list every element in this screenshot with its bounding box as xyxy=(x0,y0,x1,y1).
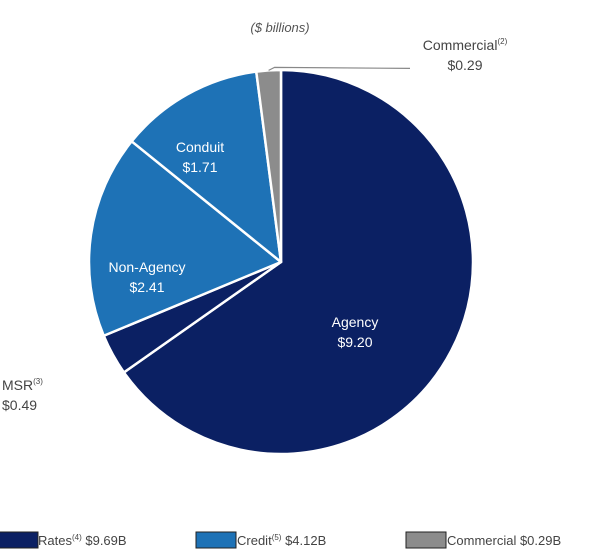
legend-swatch-credit xyxy=(195,531,237,549)
legend-label-rates: Rates(4) $9.69B xyxy=(38,533,127,548)
slice-value-commercial: $0.29 xyxy=(447,57,482,73)
leader-lines xyxy=(268,66,411,71)
slice-value-conduit: $1.71 xyxy=(182,159,217,175)
slice-value-agency: $9.20 xyxy=(337,334,372,350)
slice-conduit xyxy=(130,70,283,264)
slice-labels: Agency $9.20 MSR(3) $0.49 Non-Agency $2.41 Con… xyxy=(2,37,508,413)
legend: Rates(4) $9.69B Credit(5) $4.12B Commercia… xyxy=(0,531,561,549)
legend-label-commercial: Commercial $0.29B xyxy=(447,533,561,548)
chart-subtitle: ($ billions) xyxy=(250,20,309,35)
slice-value-msr: $0.49 xyxy=(2,397,37,413)
slice-label-msr: MSR(3) xyxy=(2,377,43,393)
slice-label-agency: Agency xyxy=(332,314,379,330)
leader-line-commercial xyxy=(268,66,411,71)
legend-swatch-commercial xyxy=(405,531,447,549)
slice-label-commercial: Commercial(2) xyxy=(423,37,508,53)
slice-agency xyxy=(122,68,475,456)
pie-slices xyxy=(87,68,475,456)
slice-label-non-agency: Non-Agency xyxy=(108,259,185,275)
slice-value-non-agency: $2.41 xyxy=(129,279,164,295)
slice-non-agency xyxy=(87,140,283,338)
legend-label-credit: Credit(5) $4.12B xyxy=(237,533,326,548)
legend-swatch-rates xyxy=(0,531,39,549)
slice-label-conduit: Conduit xyxy=(176,139,224,155)
